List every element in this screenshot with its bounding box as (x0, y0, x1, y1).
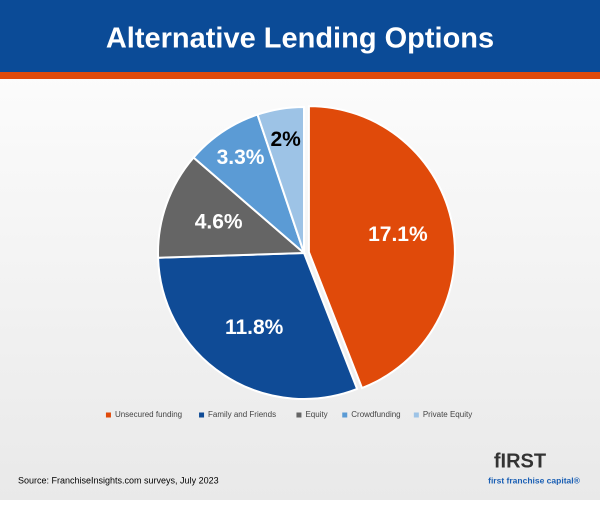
slice-label: 2% (270, 128, 301, 151)
slice-label: 11.8% (225, 316, 284, 339)
pie-slice (157, 251, 359, 400)
legend-swatch (199, 412, 205, 418)
pie: 17.1% 11.8% 4.6% 3.3%2% (157, 105, 456, 400)
legend: Unsecured funding Family and Friends Equit… (105, 410, 472, 419)
legend-swatch (413, 412, 419, 418)
legend-label: Equity (305, 410, 327, 419)
pie-slice (157, 156, 307, 259)
slice-label: 17.1% (368, 223, 428, 246)
legend-swatch (342, 412, 348, 418)
chart-title: Alternative Lending Options (106, 23, 494, 55)
logo-tagline: first franchise capital® (488, 475, 581, 485)
legend-swatch (105, 412, 111, 418)
pie-slice (307, 105, 456, 390)
legend-label: Family and Friends (208, 410, 276, 419)
slice-label: 4.6% (195, 210, 243, 233)
header-band (0, 0, 600, 72)
legend-label: Crowdfunding (351, 410, 400, 419)
legend-label: Private Equity (423, 410, 472, 419)
legend-swatch (296, 412, 302, 418)
legend-label: Unsecured funding (115, 410, 182, 419)
header-stripe (0, 72, 600, 79)
pie-slice (256, 105, 305, 254)
logo-word: fIRST (494, 450, 546, 472)
slice-label: 3.3% (217, 146, 265, 169)
source: Source: FranchiseInsights.com surveys, J… (18, 475, 219, 485)
